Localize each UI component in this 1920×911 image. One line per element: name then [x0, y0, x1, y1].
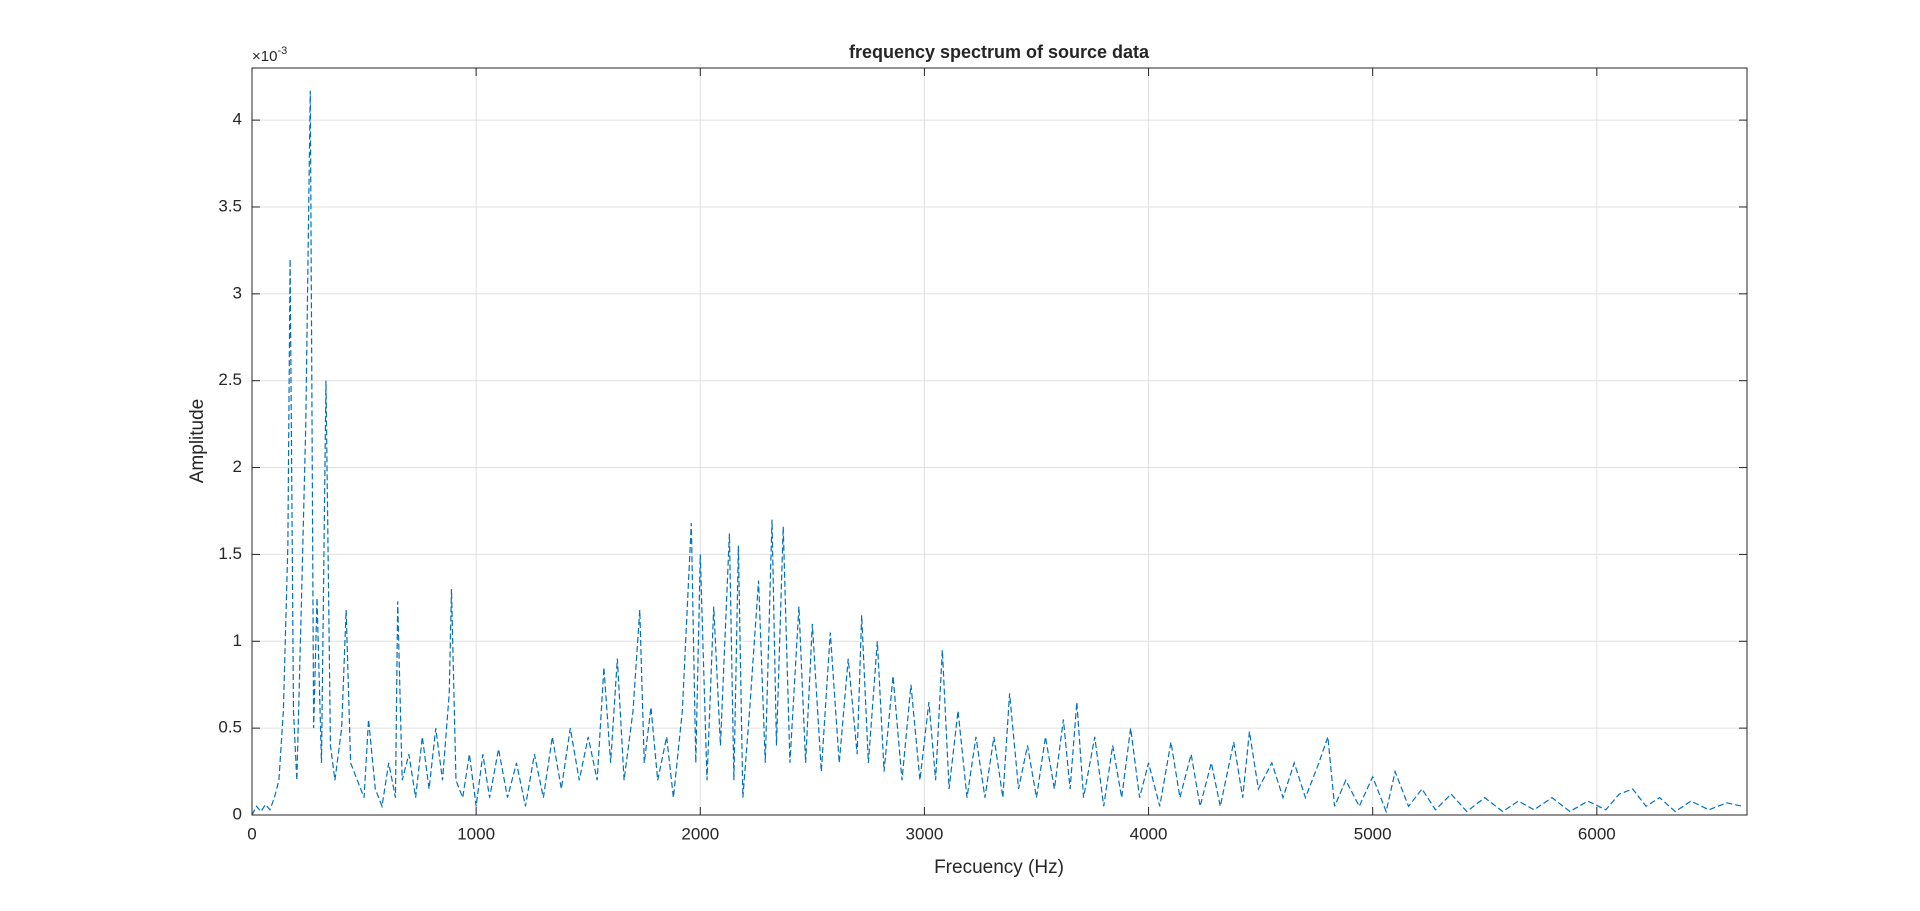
- y-tick-label: 0: [233, 804, 242, 823]
- y-axis-label: Amplitude: [187, 399, 208, 484]
- chart-title: frequency spectrum of source data: [849, 42, 1150, 62]
- y-tick-label: 1: [233, 631, 242, 650]
- x-tick-label: 3000: [905, 824, 943, 843]
- y-exponent-base: ×10: [252, 48, 277, 65]
- x-tick-label: 2000: [681, 824, 719, 843]
- y-tick-label: 2.5: [218, 370, 242, 389]
- y-exponent: ×10-3: [252, 45, 287, 65]
- x-tick-label: 5000: [1354, 824, 1392, 843]
- y-tick-label: 3.5: [218, 196, 242, 215]
- y-tick-label: 3: [233, 283, 242, 302]
- y-tick-label: 1.5: [218, 544, 242, 563]
- spectrum-line: [251, 90, 1743, 816]
- x-tick-label: 6000: [1578, 824, 1616, 843]
- axes-box: [251, 67, 1748, 816]
- y-tick-label: 4: [233, 110, 242, 129]
- x-axis-label: Frecuency (Hz): [934, 857, 1064, 878]
- x-tick-label: 4000: [1130, 824, 1168, 843]
- y-tick-label: 2: [233, 457, 242, 476]
- x-tick-label: 1000: [457, 824, 495, 843]
- y-tick-label: 0.5: [218, 718, 242, 737]
- x-tick-label: 0: [247, 824, 256, 843]
- y-exponent-power: -3: [277, 45, 287, 57]
